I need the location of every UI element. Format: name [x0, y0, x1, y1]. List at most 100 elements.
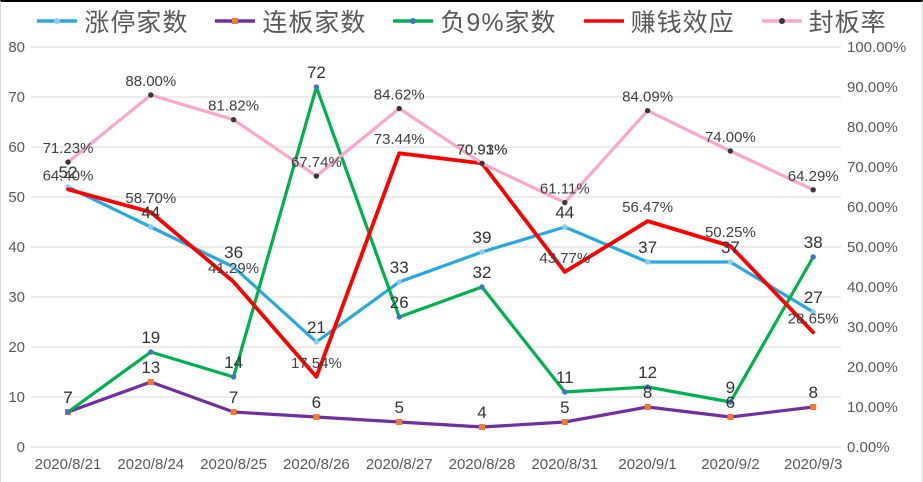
- data-label: 84.62%: [374, 87, 425, 104]
- x-axis-date: 2020/8/25: [200, 456, 267, 473]
- legend-item-negative-9pct-count[interactable]: 负9%家数: [392, 3, 556, 39]
- data-label: 56.47%: [622, 199, 673, 216]
- data-point-marker: [644, 404, 651, 410]
- data-point-marker: [396, 279, 402, 285]
- data-label: 44: [555, 203, 574, 222]
- data-point-marker: [562, 224, 568, 230]
- data-point-marker: [148, 349, 154, 355]
- data-label: 33: [390, 258, 409, 277]
- legend-line-marker-icon: [583, 19, 624, 23]
- data-label: 12: [638, 363, 657, 382]
- right-axis-tick: 40.00%: [847, 279, 898, 296]
- data-label: 32: [473, 263, 492, 282]
- right-axis-tick: 100.00%: [847, 40, 906, 56]
- data-point-marker: [313, 414, 320, 420]
- legend-marker-dot: [778, 18, 785, 24]
- data-label: 7: [229, 388, 238, 407]
- x-axis-labels: 2020/8/21 2020/8/24 2020/8/25 2020/8/26 2020…: [35, 456, 843, 473]
- data-label: 27: [804, 288, 823, 307]
- legend-item-money-making-effect[interactable]: 赚钱效应: [583, 3, 735, 39]
- data-label: 84.09%: [622, 89, 673, 106]
- legend-line-marker-icon: [761, 18, 802, 24]
- series-line: [66, 151, 816, 379]
- x-axis-date: 2020/9/3: [784, 456, 842, 473]
- data-point-marker: [562, 389, 568, 395]
- data-label: 71.23%: [43, 140, 94, 157]
- data-label: 72: [307, 63, 326, 82]
- data-point-marker: [148, 92, 154, 98]
- legend-label: 负9%家数: [440, 9, 557, 37]
- data-point-marker: [810, 309, 816, 315]
- labels-negative-9pct-count: 7 19 14 72 26 32 11 12 9 38: [63, 63, 822, 407]
- left-axis-tick: 40: [8, 239, 25, 256]
- left-axis-tick: 80: [8, 40, 25, 56]
- series-seal-rate: [65, 92, 816, 206]
- data-point-marker: [479, 284, 485, 290]
- data-label: 39: [473, 228, 492, 247]
- data-label: 11: [556, 368, 574, 387]
- data-label: 81.82%: [208, 98, 259, 115]
- right-axis-ticks: 100.00% 90.00% 80.00% 70.00% 60.00% 50.00% 40.…: [847, 40, 906, 456]
- left-axis-ticks: 80 70 60 50 40 30 20 10 0: [8, 40, 25, 456]
- gridlines: [31, 46, 841, 448]
- data-label: 5: [394, 398, 403, 417]
- data-label: 50.25%: [705, 224, 756, 241]
- data-point-marker: [230, 264, 237, 270]
- labels-seal-rate: 71.23% 88.00% 81.82% 67.74% 84.62% 70.93% 61.1…: [43, 73, 839, 198]
- left-axis-tick: 70: [8, 89, 25, 106]
- data-label: 37: [638, 238, 657, 257]
- data-point-marker: [810, 404, 817, 410]
- data-point-marker: [727, 259, 734, 265]
- data-label: 38: [804, 233, 823, 252]
- data-point-marker: [479, 424, 485, 430]
- data-label: 74.00%: [705, 129, 756, 146]
- right-axis-tick: 10.00%: [847, 399, 898, 416]
- data-point-marker: [644, 107, 651, 114]
- data-label: 6: [726, 393, 735, 412]
- legend-line-marker-icon: [393, 18, 434, 24]
- left-axis-tick: 20: [8, 339, 25, 356]
- series-line: [66, 380, 815, 429]
- legend-item-limit-up-count[interactable]: 涨停家数: [36, 3, 188, 39]
- data-label: 8: [808, 383, 817, 402]
- data-point-marker: [644, 259, 651, 265]
- data-label: 37: [721, 238, 740, 257]
- data-label: 73.44%: [374, 131, 425, 148]
- legend-label: 涨停家数: [84, 9, 189, 37]
- data-point-marker: [230, 374, 237, 380]
- series-negative-9pct-count: [65, 84, 816, 415]
- data-point-marker: [230, 409, 237, 415]
- data-point-marker: [810, 254, 816, 260]
- legend-item-seal-rate[interactable]: 封板率: [761, 3, 887, 39]
- right-axis-tick: 70.00%: [847, 159, 898, 176]
- data-point-marker: [396, 105, 402, 112]
- legend: 涨停家数 连板家数 负9%家数 赚钱效应 封板率: [1, 2, 922, 40]
- x-axis-date: 2020/8/27: [366, 456, 433, 473]
- x-axis-date: 2020/8/31: [531, 456, 598, 473]
- series-line: [66, 85, 815, 414]
- legend-marker-dot: [54, 18, 61, 24]
- data-point-marker: [65, 409, 71, 415]
- left-axis-tick: 10: [8, 389, 25, 406]
- data-label: 8: [643, 383, 652, 402]
- data-point-marker: [561, 419, 568, 425]
- data-label: 67.74%: [291, 154, 342, 171]
- right-axis-tick: 50.00%: [847, 239, 898, 256]
- data-label: 7: [63, 388, 72, 407]
- labels-limit-up-count: 52 44 36 21 33 39 44 37 37 27: [59, 163, 823, 337]
- data-label: 4: [477, 403, 486, 422]
- legend-marker-dot: [232, 18, 239, 24]
- legend-line-marker-icon: [37, 18, 78, 24]
- data-label: 6: [312, 393, 321, 412]
- data-label: 5: [560, 398, 569, 417]
- data-label: 13: [141, 358, 160, 377]
- legend-item-consecutive-board-count[interactable]: 连板家数: [214, 3, 366, 39]
- labels-consecutive-board-count: 7 13 7 6 5 4 5 8 6 8: [63, 358, 818, 422]
- data-label: 64.40%: [43, 167, 94, 184]
- data-point-marker: [562, 199, 568, 206]
- data-label: 14: [224, 353, 243, 372]
- data-point-marker: [644, 384, 651, 390]
- legend-label: 封板率: [808, 9, 887, 37]
- data-label: 36: [224, 243, 243, 262]
